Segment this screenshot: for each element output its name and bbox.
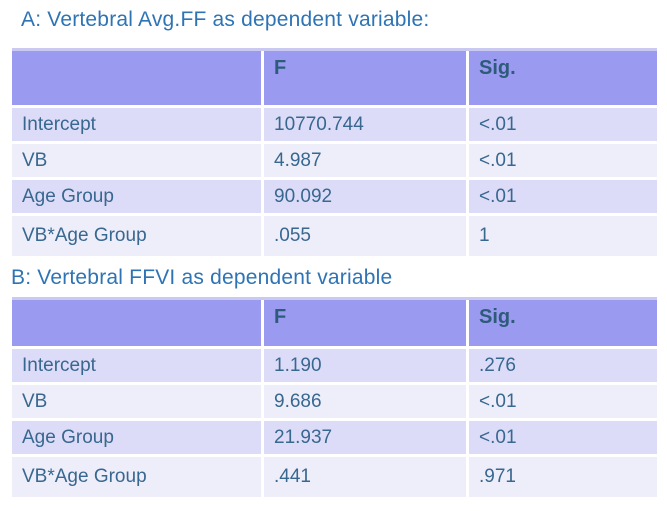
- section-a-title: A: Vertebral Avg.FF as dependent variabl…: [21, 8, 430, 31]
- section-b-title: B: Vertebral FFVI as dependent variable: [11, 266, 393, 289]
- table-a-row-sig: <.01: [469, 108, 657, 141]
- table-a-header-blank: [12, 51, 261, 105]
- table-b-row-label: VB: [12, 385, 261, 418]
- table-b-row-f: 21.937: [264, 421, 466, 454]
- table-a-row-f: .055: [264, 216, 466, 256]
- table-a-row-label: Age Group: [12, 180, 261, 213]
- table-a-row-sig: <.01: [469, 180, 657, 213]
- table-b-header-f: F: [264, 300, 466, 346]
- table-a-row-f: 4.987: [264, 144, 466, 177]
- table-a-row-label: VB*Age Group: [12, 216, 261, 256]
- table-b-row-label: Intercept: [12, 349, 261, 382]
- table-b-header-sig: Sig.: [469, 300, 657, 346]
- table-b-row-f: .441: [264, 457, 466, 497]
- table-b-row-sig: .276: [469, 349, 657, 382]
- table-a-header-f: F: [264, 51, 466, 105]
- table-b-row-f: 9.686: [264, 385, 466, 418]
- table-a-row-label: Intercept: [12, 108, 261, 141]
- section-b-table: F Sig. Intercept 1.190 .276 VB 9.686 <.0…: [12, 297, 657, 497]
- table-a-row-sig: 1: [469, 216, 657, 256]
- section-b-grid: F Sig. Intercept 1.190 .276 VB 9.686 <.0…: [12, 300, 657, 497]
- table-a-header-sig: Sig.: [469, 51, 657, 105]
- table-b-row-sig: .971: [469, 457, 657, 497]
- table-b-row-sig: <.01: [469, 421, 657, 454]
- table-a-row-f: 90.092: [264, 180, 466, 213]
- table-b-row-sig: <.01: [469, 385, 657, 418]
- table-b-header-blank: [12, 300, 261, 346]
- table-b-row-f: 1.190: [264, 349, 466, 382]
- section-a-table: F Sig. Intercept 10770.744 <.01 VB 4.987…: [12, 48, 657, 256]
- table-b-row-label: VB*Age Group: [12, 457, 261, 497]
- table-a-row-sig: <.01: [469, 144, 657, 177]
- table-b-row-label: Age Group: [12, 421, 261, 454]
- section-a-grid: F Sig. Intercept 10770.744 <.01 VB 4.987…: [12, 51, 657, 256]
- table-a-row-label: VB: [12, 144, 261, 177]
- table-a-row-f: 10770.744: [264, 108, 466, 141]
